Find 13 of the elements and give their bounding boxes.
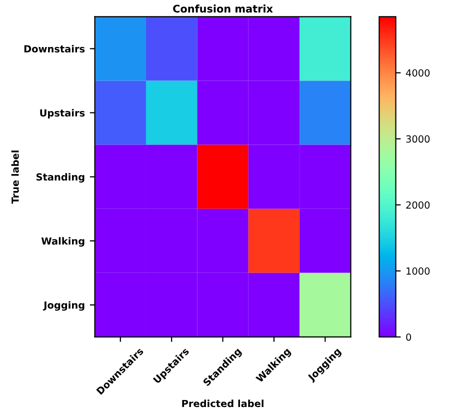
y-axis-title: True label (11, 150, 19, 204)
y-tick-label: Walking (41, 237, 84, 247)
y-tick-label: Jogging (43, 301, 84, 311)
y-tick-label: Standing (36, 173, 84, 183)
color-bar-label: 0 (406, 333, 412, 341)
chart-title: Confusion matrix (173, 4, 273, 13)
color-bar-label: 1000 (406, 267, 430, 275)
color-bar-label: 4000 (406, 69, 430, 77)
color-bar-label: 2000 (406, 201, 430, 209)
y-tick-label: Downstairs (24, 44, 85, 53)
x-axis-title: Predicted label (182, 400, 264, 408)
color-bar-label: 3000 (406, 135, 430, 143)
y-tick-label: Upstairs (40, 109, 85, 118)
